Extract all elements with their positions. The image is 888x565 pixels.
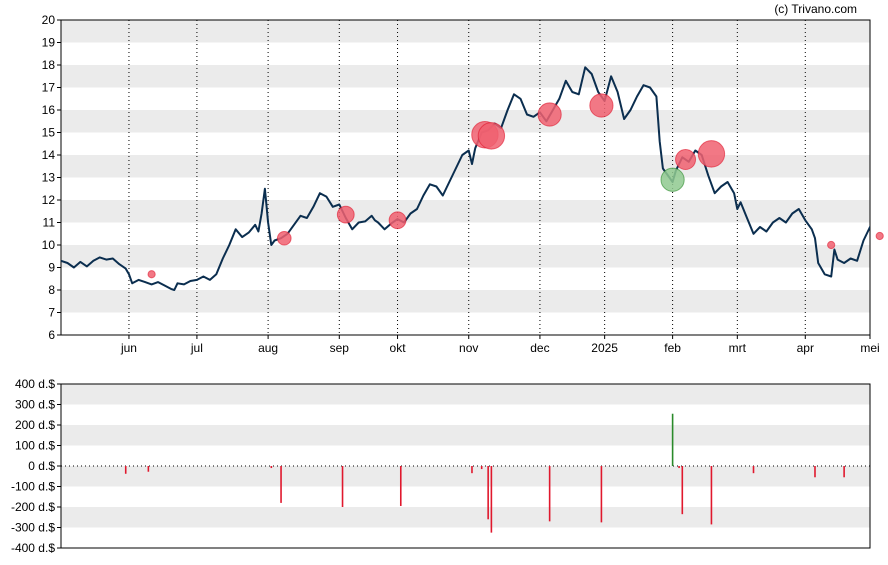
y-tick-label: -400 d.$ <box>11 541 55 555</box>
credit-label: (c) Trivano.com <box>774 2 857 16</box>
grid-band <box>61 507 870 528</box>
y-tick-label: 9 <box>48 261 55 275</box>
y-tick-label: 11 <box>43 216 56 230</box>
y-tick-label: 12 <box>42 193 56 207</box>
sell-marker <box>827 240 836 250</box>
sell-marker <box>336 205 355 224</box>
sell-marker <box>388 211 407 230</box>
x-tick-label: mei <box>860 341 879 355</box>
y-tick-label: 300 d.$ <box>15 398 55 412</box>
x-tick-label: aug <box>258 341 278 355</box>
y-tick-label: -200 d.$ <box>11 500 55 514</box>
y-tick-label: 18 <box>42 58 56 72</box>
y-tick-label: 14 <box>42 148 56 162</box>
grid-band <box>61 65 870 88</box>
y-tick-label: 400 d.$ <box>15 377 55 391</box>
x-tick-label: dec <box>530 341 549 355</box>
sell-marker <box>276 230 292 246</box>
y-tick-label: 8 <box>48 283 55 297</box>
grid-band <box>61 110 870 133</box>
x-tick-label: feb <box>664 341 681 355</box>
y-tick-label: 19 <box>42 36 56 50</box>
sell-marker <box>875 231 884 241</box>
transaction-panel: -400 d.$ -300 d.$ -200 d.$ -100 d.$ 0 d.$ 100… <box>11 377 871 555</box>
y-tick-label: -100 d.$ <box>11 480 55 494</box>
grid-band <box>61 245 870 268</box>
sell-marker <box>589 93 614 118</box>
x-tick-label: jun <box>120 341 137 355</box>
x-tick-label: okt <box>390 341 407 355</box>
x-tick-label: mrt <box>729 341 747 355</box>
y-tick-label: 13 <box>42 171 56 185</box>
y-tick-label: 200 d.$ <box>15 418 55 432</box>
sell-marker <box>477 122 506 150</box>
y-tick-label: 10 <box>42 238 56 252</box>
x-tick-label: 2025 <box>591 341 618 355</box>
grid-band <box>61 155 870 178</box>
y-tick-label: 15 <box>42 126 56 140</box>
y-tick-label: 7 <box>48 306 55 320</box>
price-panel: 6 7 8 9 10 11 12 13 14 15 16 17 18 19 20 jun jul aug sep ok… <box>42 13 884 355</box>
grid-band <box>61 200 870 223</box>
grid-band <box>61 425 870 446</box>
sell-marker <box>147 270 156 279</box>
y-tick-label: 6 <box>48 328 55 342</box>
buy-marker <box>660 167 685 192</box>
price-line <box>61 66 870 291</box>
x-tick-label: sep <box>330 341 350 355</box>
grid-band <box>61 20 870 43</box>
sell-marker <box>697 140 726 168</box>
x-tick-label: nov <box>459 341 478 355</box>
sell-marker <box>675 149 697 170</box>
sell-marker <box>537 102 562 127</box>
x-tick-label: jul <box>190 341 203 355</box>
x-tick-label: apr <box>797 341 814 355</box>
y-tick-label: 16 <box>42 103 56 117</box>
y-tick-label: 17 <box>42 81 56 95</box>
y-tick-label: 20 <box>42 13 56 27</box>
y-tick-label: 0 d.$ <box>28 459 55 473</box>
y-tick-label: -300 d.$ <box>11 521 55 535</box>
y-tick-label: 100 d.$ <box>15 439 55 453</box>
grid-band <box>61 466 870 487</box>
grid-band <box>61 290 870 313</box>
grid-band <box>61 384 870 405</box>
